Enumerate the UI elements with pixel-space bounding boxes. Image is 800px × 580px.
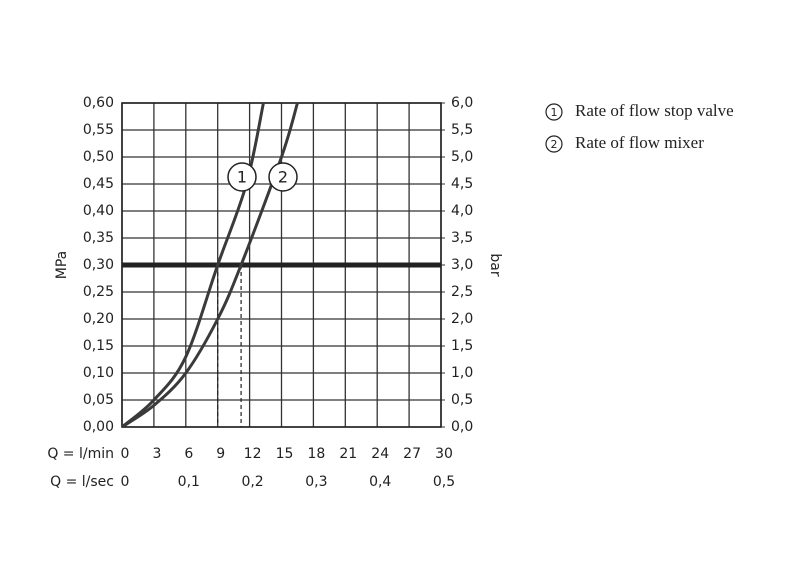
legend-marker-label: 2 [551,138,558,151]
y2-axis-title: bar [487,253,503,276]
series-marker-label: 2 [278,168,288,187]
x-tick-label: 27 [403,446,421,462]
y-axis-title: MPa [54,251,70,279]
y2-tick-label: 0,5 [451,392,473,408]
x-tick-label: 21 [339,446,357,462]
y-tick-label: 0,40 [83,203,114,219]
series-line [121,102,299,429]
series-marker [227,162,257,192]
y2-tick-label: 2,0 [451,311,473,327]
y-tick-label: 0,45 [83,176,114,192]
y2-tick-label: 1,0 [451,365,473,381]
x2-tick-label: 0,3 [305,474,327,490]
y2-tick-label: 6,0 [451,95,473,111]
y-tick-label: 0,00 [83,419,114,435]
x2-tick-label: 0 [121,474,130,490]
y-tick-label: 0,50 [83,149,114,165]
y-tick-label: 0,25 [83,284,114,300]
legend-marker [545,135,563,153]
y2-tick-label: 1,5 [451,338,473,354]
x-tick-label: 24 [371,446,389,462]
x-tick-label: 9 [216,446,225,462]
legend-marker-label: 1 [551,106,558,119]
y-tick-label: 0,60 [83,95,114,111]
y2-tick-label: 0,0 [451,419,473,435]
y-tick-label: 0,05 [83,392,114,408]
y2-tick-label: 3,0 [451,257,473,273]
x2-tick-label: 0,2 [241,474,263,490]
series-marker-label: 1 [237,168,247,187]
y2-tick-label: 3,5 [451,230,473,246]
y-tick-label: 0,15 [83,338,114,354]
x2-tick-label: 0,1 [178,474,200,490]
legend-marker [545,103,563,121]
y2-tick-label: 5,5 [451,122,473,138]
x-tick-label: 6 [184,446,193,462]
legend-label: Rate of flow mixer [575,133,704,152]
x2-axis-title: Q = l/sec [50,474,114,490]
x-axis-title: Q = l/min [47,446,114,462]
y-tick-label: 0,55 [83,122,114,138]
y2-tick-label: 5,0 [451,149,473,165]
x2-tick-label: 0,4 [369,474,391,490]
y-tick-label: 0,30 [83,257,114,273]
y2-tick-label: 4,0 [451,203,473,219]
y2-tick-label: 4,5 [451,176,473,192]
y-tick-label: 0,20 [83,311,114,327]
y2-tick-label: 2,5 [451,284,473,300]
x-tick-label: 0 [121,446,130,462]
y-tick-label: 0,10 [83,365,114,381]
x-tick-label: 15 [276,446,294,462]
x-tick-label: 18 [307,446,325,462]
x-tick-label: 12 [244,446,262,462]
series-marker [268,162,298,192]
legend-label: Rate of flow stop valve [575,101,734,120]
x-tick-label: 30 [435,446,453,462]
y-tick-label: 0,35 [83,230,114,246]
x2-tick-label: 0,5 [433,474,455,490]
x-tick-label: 3 [152,446,161,462]
